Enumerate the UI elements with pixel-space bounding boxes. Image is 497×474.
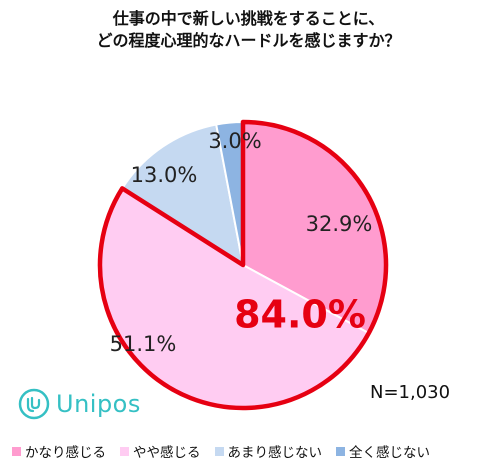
legend-item-2: あまり感じない bbox=[214, 441, 323, 461]
legend-swatch-3 bbox=[336, 446, 345, 456]
legend-item-0: かなり感じる bbox=[12, 441, 106, 461]
slice-value-label-1: 51.1% bbox=[110, 332, 177, 356]
legend-label-3: 全く感じない bbox=[349, 445, 430, 461]
chart-title-line-1: 仕事の中で新しい挑戦をすることに、 bbox=[112, 9, 385, 28]
legend-swatch-1 bbox=[120, 446, 129, 456]
legend-label-0: かなり感じる bbox=[25, 445, 106, 461]
unipos-logo: Unipos bbox=[18, 384, 141, 424]
highlight-outline bbox=[97, 119, 389, 411]
pie-slice-2 bbox=[120, 123, 245, 268]
chart-legend: かなり感じる やや感じる あまり感じない 全く感じない bbox=[12, 441, 430, 461]
slice-value-label-0: 32.9% bbox=[306, 212, 373, 236]
legend-swatch-2 bbox=[214, 446, 224, 456]
slice-value-label-2: 13.0% bbox=[131, 163, 198, 187]
legend-label-2: あまり感じない bbox=[227, 445, 323, 461]
legend-item-1: やや感じる bbox=[120, 441, 201, 461]
pie-slices bbox=[97, 119, 389, 411]
legend-label-1: やや感じる bbox=[133, 445, 201, 461]
unipos-logo-text: Unipos bbox=[56, 390, 141, 418]
slice-value-label-3: 3.0% bbox=[208, 129, 261, 153]
sample-size-label: N=1,030 bbox=[370, 382, 450, 403]
unipos-logo-icon bbox=[18, 388, 50, 420]
legend-swatch-0 bbox=[12, 446, 21, 456]
chart-title-line-2: どの程度心理的なハードルを感じますか？ bbox=[96, 31, 401, 50]
highlight-total-label: 84.0% bbox=[234, 293, 366, 337]
pie-labels: 32.9% 51.1% 13.0% 3.0% 84.0% bbox=[110, 129, 373, 356]
legend-item-3: 全く感じない bbox=[336, 441, 430, 461]
